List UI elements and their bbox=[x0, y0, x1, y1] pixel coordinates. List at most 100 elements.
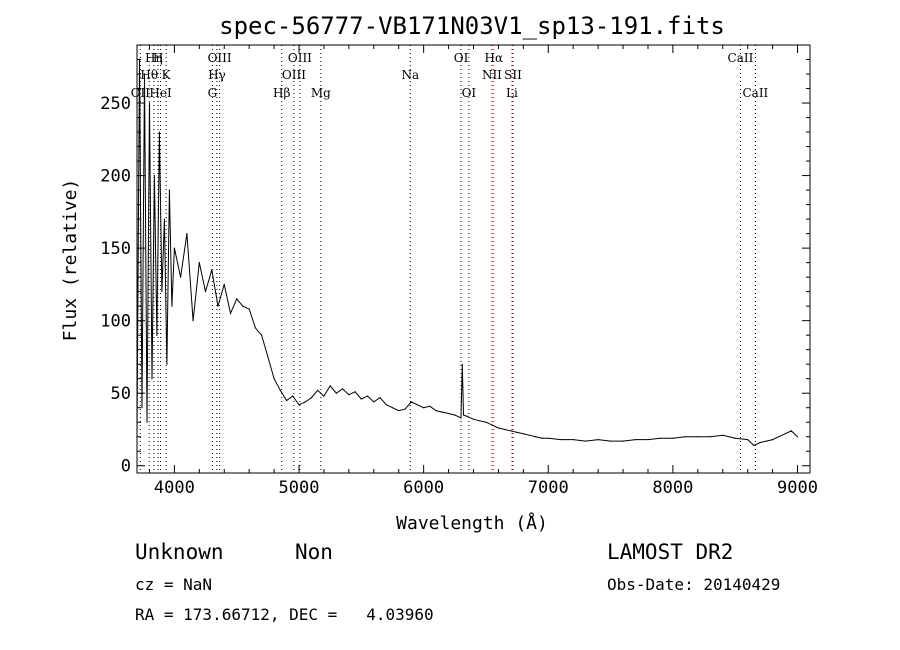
y-tick-label: 0 bbox=[121, 457, 131, 477]
spectrum-line-0 bbox=[136, 59, 798, 446]
spectrum-point bbox=[279, 389, 281, 391]
spectrum-point bbox=[497, 427, 499, 429]
spectrum-point bbox=[510, 430, 512, 432]
axis-ticks: 4000 5000 6000 7000 8000 9000 0 50 100 150 200 250 bbox=[100, 45, 818, 498]
spectrum-point bbox=[472, 418, 475, 420]
spectrum-point bbox=[156, 334, 158, 336]
spectrum-point bbox=[759, 441, 761, 444]
line-marker-label: CaII bbox=[742, 86, 768, 100]
spectrum-point bbox=[454, 414, 456, 416]
line-marker-label: HeI bbox=[149, 86, 172, 100]
spectrum-point bbox=[410, 401, 412, 403]
x-axis-label: Wavelength (Å) bbox=[396, 512, 548, 534]
spectrum-point bbox=[148, 102, 151, 104]
line-marker-label: SII bbox=[504, 68, 522, 82]
y-tick-label: 100 bbox=[100, 312, 131, 332]
spectrum-point bbox=[254, 327, 256, 329]
spectrum-point bbox=[610, 440, 612, 442]
line-marker-label: Hβ bbox=[273, 86, 290, 100]
line-marker-label: Hγ bbox=[208, 68, 226, 82]
spectrum-point bbox=[634, 439, 637, 441]
line-marker-label: H bbox=[153, 51, 163, 65]
spectrum-point bbox=[298, 404, 300, 406]
spectrum-point bbox=[684, 436, 687, 438]
spectral-subclass: Non bbox=[295, 540, 333, 564]
spectrum-point bbox=[572, 439, 574, 441]
spectrum-point bbox=[161, 291, 163, 293]
line-marker-label: OI bbox=[454, 51, 469, 65]
x-tick-label: 4000 bbox=[154, 478, 195, 498]
spectrum-point bbox=[261, 334, 263, 336]
spectrum-point bbox=[151, 378, 153, 380]
spectrum-point bbox=[379, 397, 381, 399]
spectrum-point bbox=[429, 405, 431, 407]
line-marker-label: K bbox=[162, 68, 172, 82]
spectrum-point bbox=[248, 308, 250, 310]
spectrum-point bbox=[485, 421, 487, 423]
spectrum-point bbox=[192, 320, 194, 322]
spectrum-point bbox=[697, 436, 699, 438]
y-tick-label: 50 bbox=[111, 384, 131, 404]
spectrum-point bbox=[242, 305, 244, 307]
line-marker-label: NII bbox=[482, 68, 502, 82]
spectrum-point bbox=[141, 407, 143, 409]
y-tick-label: 150 bbox=[100, 239, 131, 259]
spectrum-point bbox=[647, 439, 649, 441]
spectrum-point bbox=[267, 356, 269, 358]
spectrum-point bbox=[597, 439, 599, 441]
spectrum-point bbox=[778, 436, 780, 438]
spectrum-point bbox=[535, 436, 537, 438]
spectrum-point bbox=[158, 131, 160, 133]
spectrum-point bbox=[522, 433, 525, 435]
spectrum-point bbox=[173, 247, 175, 249]
spectrum-point bbox=[229, 312, 232, 314]
spectrum-point bbox=[753, 444, 755, 446]
spectrum-point bbox=[461, 363, 463, 365]
line-marker-label: Na bbox=[401, 68, 419, 82]
line-marker-label: OIII bbox=[282, 68, 306, 82]
y-tick-label: 200 bbox=[100, 167, 131, 187]
spectrum-point bbox=[367, 395, 369, 397]
spectrum-point bbox=[146, 421, 148, 423]
spectrum-point bbox=[217, 305, 219, 307]
spectrum-point bbox=[516, 431, 518, 433]
spectrum-point bbox=[734, 437, 736, 439]
spectrum-point bbox=[335, 392, 337, 394]
spectrum-point bbox=[323, 395, 325, 397]
spectrum-point bbox=[317, 389, 319, 391]
spectrum-point bbox=[373, 401, 375, 403]
spectrum-point bbox=[435, 410, 437, 412]
spectrum-point bbox=[391, 407, 394, 409]
spectrum-point bbox=[709, 436, 711, 438]
spectrum-point bbox=[529, 434, 531, 436]
spectrum-point bbox=[423, 407, 425, 409]
x-tick-label: 9000 bbox=[777, 478, 818, 498]
spectrum-point bbox=[448, 412, 450, 415]
line-marker-label: Hα bbox=[485, 51, 504, 65]
spectrum-point bbox=[622, 440, 624, 442]
spectrum-point bbox=[236, 298, 238, 300]
spectrum-point bbox=[186, 233, 188, 235]
x-tick-label: 7000 bbox=[528, 478, 569, 498]
spectrum-point bbox=[329, 385, 331, 387]
observation-date: Obs-Date: 20140429 bbox=[607, 575, 781, 594]
spectrum-point bbox=[198, 262, 200, 264]
line-marker-label: OIII bbox=[208, 51, 232, 65]
spectrum-point bbox=[790, 430, 792, 432]
x-tick-label: 5000 bbox=[279, 478, 320, 498]
line-marker-label: CaII bbox=[728, 51, 754, 65]
spectrum-point bbox=[772, 439, 774, 441]
x-tick-label: 8000 bbox=[652, 478, 693, 498]
spectrum-point bbox=[585, 440, 587, 442]
spectrum-point bbox=[747, 439, 749, 441]
spectrum-point bbox=[143, 73, 146, 75]
coordinates: RA = 173.66712, DEC = 4.03960 bbox=[135, 605, 434, 624]
spectrum-point bbox=[171, 305, 173, 307]
plot-area bbox=[136, 58, 799, 446]
plot-frame bbox=[136, 44, 811, 474]
spectrum-point bbox=[659, 437, 662, 439]
spectrum-point bbox=[360, 398, 362, 400]
line-marker-label: Li bbox=[506, 86, 518, 100]
